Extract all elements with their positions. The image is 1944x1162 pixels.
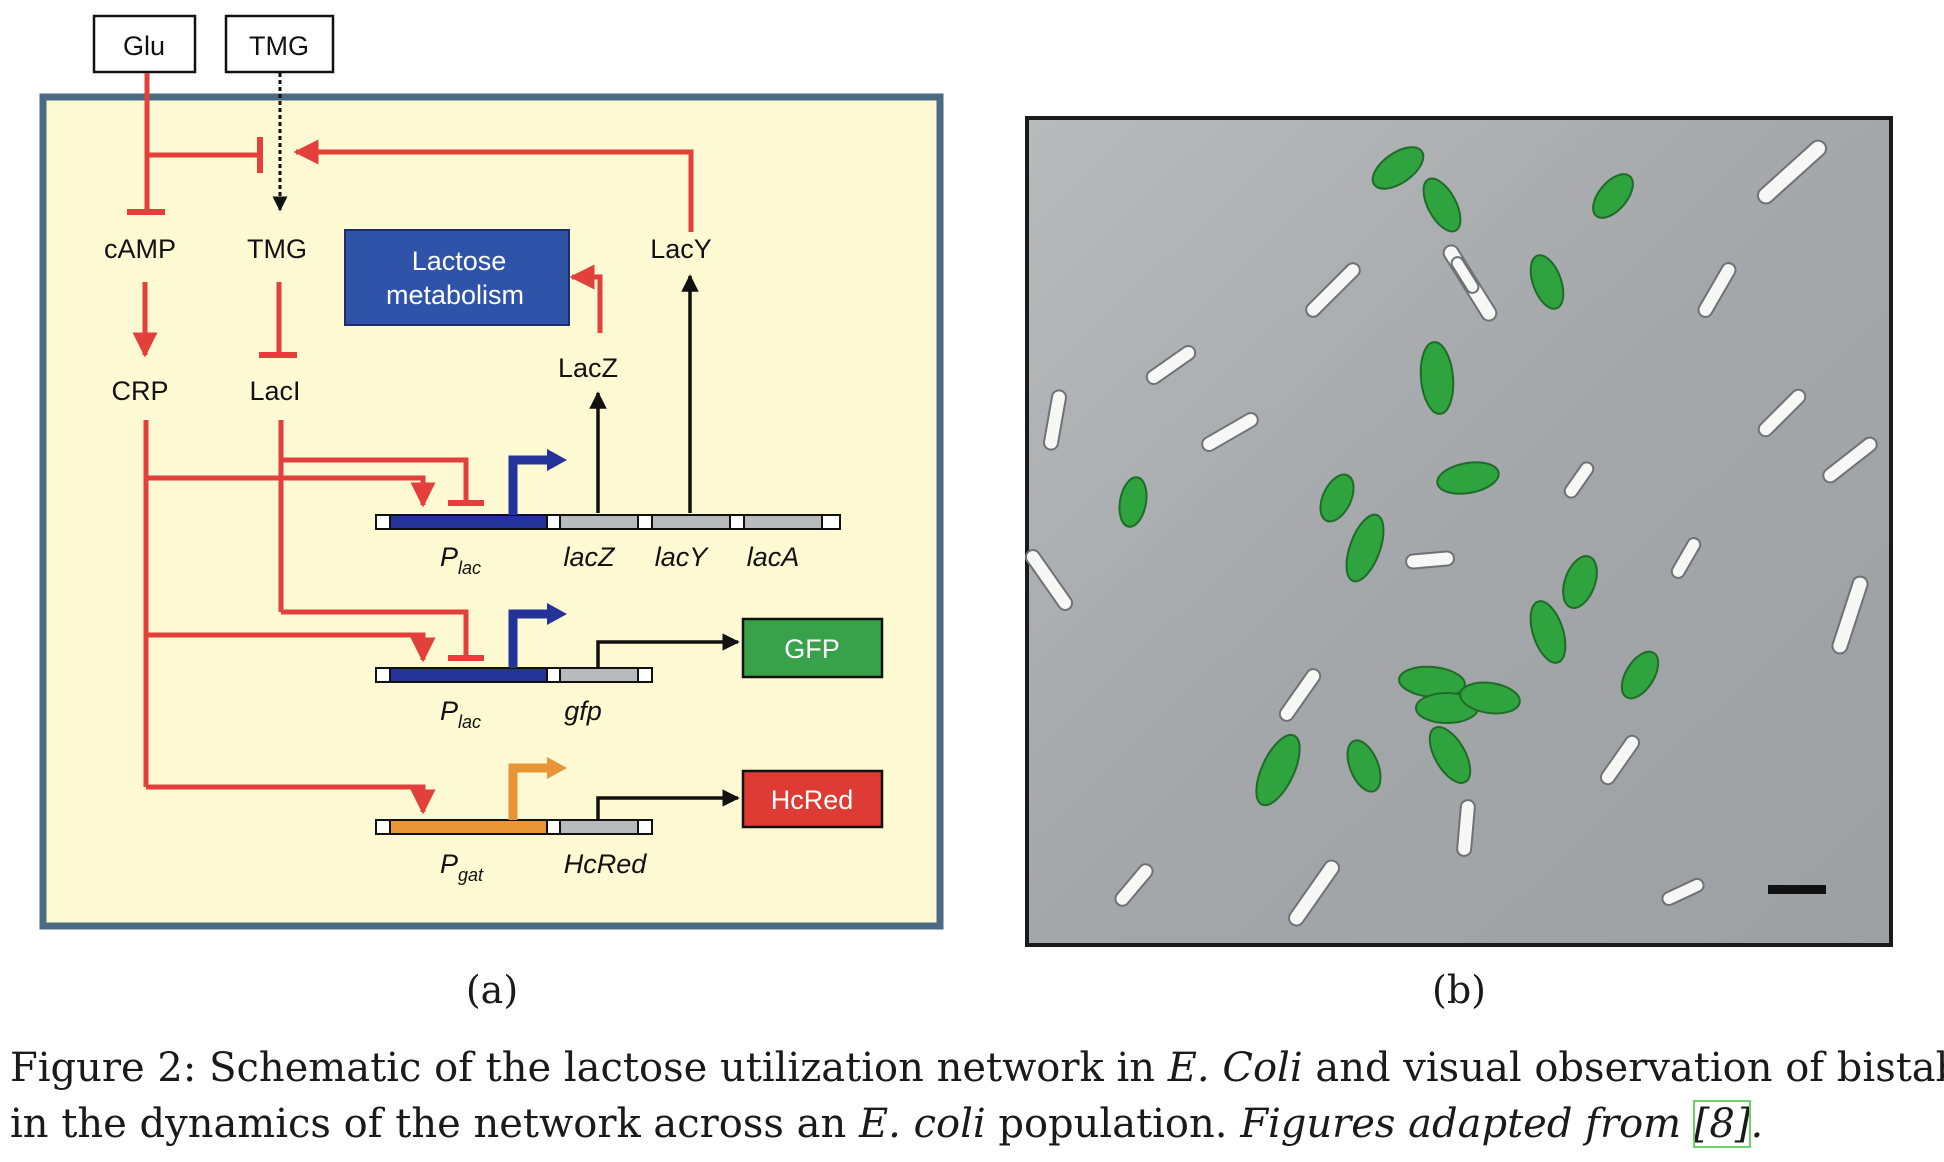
scale-bar [1768,885,1826,894]
gfp-negative-cell [1043,389,1067,451]
figure-caption: Figure 2: Schematic of the lactose utili… [10,1040,1944,1152]
glu-input-label: Glu [123,31,165,61]
gfp-gene-label: gfp [564,696,602,726]
gfp-positive-cell [1118,476,1148,528]
lactose-metabolism-line2: metabolism [386,280,524,310]
gfp-negative-cell [1831,575,1869,655]
gfp-positive-cell [1620,650,1660,700]
gfp-positive-cell [1422,177,1462,233]
gfp-negative-cell [1670,537,1702,579]
tmg-input-box [224,14,335,74]
hcred-gene-label: HcRed [564,849,648,879]
gfp-negative-cell [1757,388,1807,438]
gfp-negative-cell [1288,859,1340,927]
lac-operon [375,274,841,530]
glu-input-box [92,14,197,74]
gfp-negative-cell [1822,436,1878,484]
gfp-positive-cell [1436,461,1500,495]
gfp-negative-cell [1278,668,1322,722]
gfp-negative-cell [1145,344,1197,386]
citation-link[interactable]: [8] [1692,1100,1752,1148]
panel-a-label: (a) [466,968,518,1012]
gfp-positive-cell [1529,254,1565,310]
gfp-output-label: GFP [784,634,840,664]
laca-gene-label: lacA [747,542,800,572]
gfp-negative-cell [1450,256,1480,294]
lactose-metabolism-box [344,229,570,326]
laci-to-plac2-line [281,609,469,655]
micrograph-cells [1024,139,1878,927]
gfp-negative-cell [1697,262,1737,318]
panel-b-label: (b) [1432,968,1486,1012]
gfp-positive-cell [1562,555,1598,609]
hcred-output-label: HcRed [771,785,854,815]
gfp-negative-cell [1756,139,1828,205]
gfp-negative-cell [1456,799,1476,857]
gfp-positive-cell [1255,733,1301,807]
tmg-label: TMG [247,234,307,264]
crp-to-plac1-arrow [146,475,436,508]
lacy-to-tmg-arrow [293,139,694,232]
hcred-gene [559,819,639,835]
lacy-gene [651,514,731,530]
gfp-positive-cell [1371,146,1425,190]
panel-b: (b) [1024,116,1893,1012]
panel-a: Glu TMG cAMP TMG LacY Lactose metabolism… [39,14,944,1012]
gfp-output-box [741,617,884,679]
plac1-tss-arrow [508,455,550,515]
crp-to-pgat-arrow [146,784,436,815]
gfp-negative-cell [1114,863,1154,907]
lacz-gene [559,514,639,530]
camp-label: cAMP [104,234,176,264]
caption-line-1: Figure 2: Schematic of the lactose utili… [10,1045,1944,1091]
crp-to-plac2-arrow [146,632,436,663]
hcred-output-box [741,769,884,829]
caption-line-2: in the dynamics of the network across an… [10,1100,1764,1148]
gfp-positive-cell [1345,513,1385,583]
lacz-gene-label: lacZ [563,542,616,572]
plac1-label: Plac [440,542,481,578]
gfp-positive-cell [1346,739,1382,793]
crp-label: CRP [111,376,168,406]
gfp-negative-cell [1599,734,1641,786]
gfp-negative-cell [1024,549,1074,611]
gfp-positive-cell [1529,600,1567,664]
gfp-positive-cell [1428,726,1472,784]
plac1-promoter [389,514,548,530]
gfp-negative-cell [1405,550,1455,570]
lacy-label: LacY [650,234,712,264]
lactose-metabolism-line1: Lactose [412,246,507,276]
gfp-positive-cell [1419,341,1455,415]
gfp-negative-cell [1661,877,1705,907]
lacz-to-metabolism-arrow [569,264,603,333]
plac2-tss-arrow [508,609,550,668]
plac2-label: Plac [440,696,481,732]
laca-gene [743,514,823,530]
gfp-expression-arrow [596,633,740,668]
hcred-expression-arrow [596,789,740,820]
gfp-positive-cell [1319,473,1355,523]
laci-to-plac1-line [281,457,469,500]
gfp-positive-cell [1459,681,1521,715]
gfp-positive-cell [1592,173,1634,219]
laci-label: LacI [249,376,300,406]
lacy-gene-label: lacY [655,542,710,572]
pgat-label: Pgat [440,849,484,885]
pgat-tss-arrow [508,763,550,820]
plac2-promoter [389,667,548,683]
gfp-reporter-construct [375,603,740,683]
gfp-negative-cell [1201,412,1259,452]
tmg-input-label: TMG [249,31,309,61]
gfp-gene [559,667,639,683]
gfp-negative-cell [1563,461,1595,499]
pgat-promoter [389,819,548,835]
lacz-label: LacZ [558,353,618,383]
gfp-negative-cell [1305,262,1361,318]
hcred-reporter-construct [375,757,740,835]
